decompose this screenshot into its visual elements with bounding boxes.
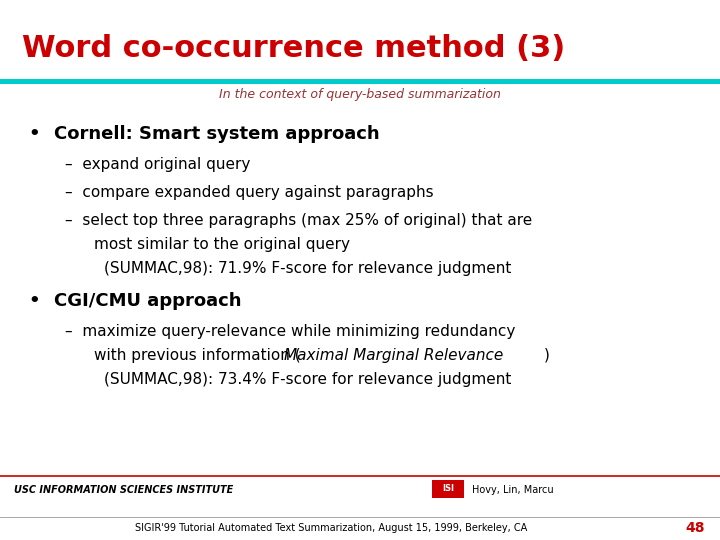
Text: Word co-occurrence method (3): Word co-occurrence method (3) xyxy=(22,34,565,63)
Text: In the context of query-based summarization: In the context of query-based summarizat… xyxy=(219,88,501,101)
Text: –  compare expanded query against paragraphs: – compare expanded query against paragra… xyxy=(65,185,433,200)
Text: –  select top three paragraphs (max 25% of original) that are: – select top three paragraphs (max 25% o… xyxy=(65,213,532,228)
Text: •: • xyxy=(29,292,40,310)
Text: with previous information (: with previous information ( xyxy=(94,348,300,363)
Text: ISI: ISI xyxy=(442,484,454,493)
Text: (SUMMAC,98): 71.9% F-score for relevance judgment: (SUMMAC,98): 71.9% F-score for relevance… xyxy=(104,261,512,276)
Text: ): ) xyxy=(544,348,549,363)
Text: USC INFORMATION SCIENCES INSTITUTE: USC INFORMATION SCIENCES INSTITUTE xyxy=(14,485,234,495)
Text: (SUMMAC,98): 73.4% F-score for relevance judgment: (SUMMAC,98): 73.4% F-score for relevance… xyxy=(104,372,512,387)
Text: SIGIR'99 Tutorial Automated Text Summarization, August 15, 1999, Berkeley, CA: SIGIR'99 Tutorial Automated Text Summari… xyxy=(135,523,527,533)
Text: CGI/CMU approach: CGI/CMU approach xyxy=(54,292,241,310)
FancyBboxPatch shape xyxy=(0,79,720,84)
Text: –  maximize query-relevance while minimizing redundancy: – maximize query-relevance while minimiz… xyxy=(65,323,516,339)
Text: Cornell: Smart system approach: Cornell: Smart system approach xyxy=(54,125,379,143)
Text: Maximal Marginal Relevance: Maximal Marginal Relevance xyxy=(284,348,504,363)
Text: •: • xyxy=(29,125,40,143)
Text: Hovy, Lin, Marcu: Hovy, Lin, Marcu xyxy=(472,485,553,495)
Text: most similar to the original query: most similar to the original query xyxy=(94,237,350,252)
Text: –  expand original query: – expand original query xyxy=(65,157,250,172)
Text: 48: 48 xyxy=(685,521,705,535)
FancyBboxPatch shape xyxy=(432,480,464,498)
